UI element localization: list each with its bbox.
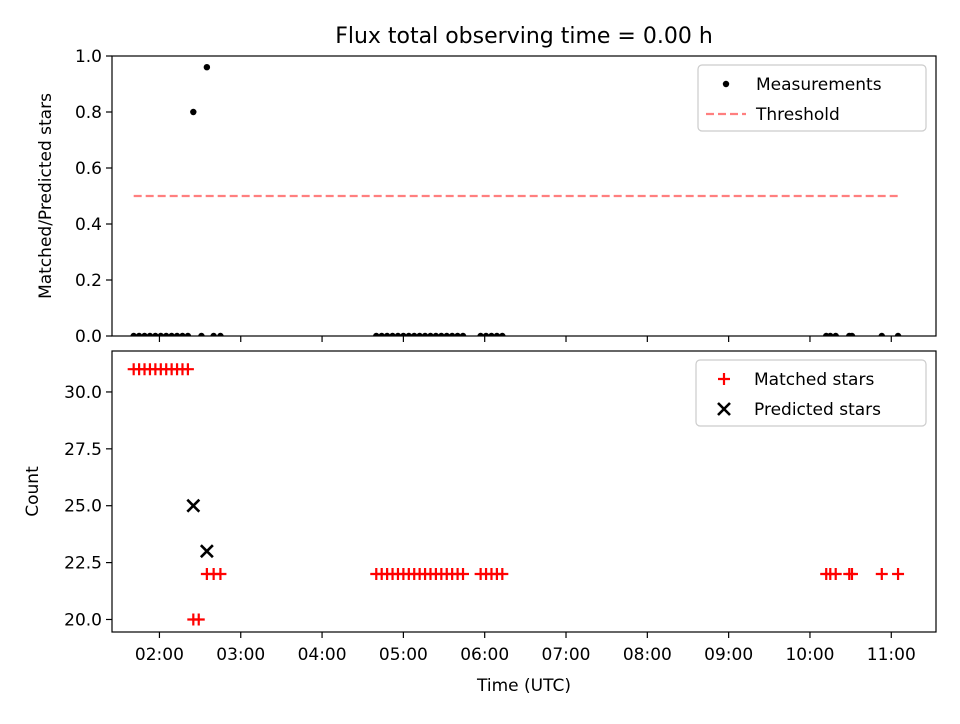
matched-star-marker	[829, 567, 842, 580]
data-layer	[130, 63, 902, 336]
measurement-point	[432, 332, 440, 336]
y-tick-label: 0.4	[75, 215, 102, 235]
x-tick-label: 10:00	[785, 645, 834, 665]
measurement-point	[454, 332, 461, 336]
measurement-point	[217, 332, 224, 336]
x-tick-label: 03:00	[216, 645, 265, 665]
matched-star-marker	[496, 567, 509, 580]
x-tick-label: 07:00	[542, 645, 591, 665]
y-tick-label: 25.0	[64, 497, 102, 517]
matched-star-marker	[892, 567, 905, 580]
y-tick-label: 0.8	[75, 103, 102, 123]
measurement-point	[482, 332, 490, 336]
measurement-point	[179, 332, 186, 336]
measurement-point	[373, 332, 380, 336]
x-tick-label: 11:00	[867, 645, 916, 665]
measurement-point	[416, 332, 423, 336]
chart-title: Flux total observing time = 0.00 h	[335, 24, 713, 49]
measurement-point	[448, 332, 456, 336]
legend-label: Matched stars	[754, 370, 874, 390]
measurement-point	[190, 108, 197, 116]
legend-measurement-swatch	[722, 80, 730, 88]
measurement-point	[848, 332, 856, 336]
measurement-point	[203, 63, 211, 71]
x-tick-label: 06:00	[460, 645, 509, 665]
x-axis-label: Time (UTC)	[476, 676, 571, 696]
measurement-point	[383, 332, 391, 336]
measurement-point	[173, 332, 181, 336]
y-tick-label: 22.5	[64, 554, 102, 574]
measurement-point	[894, 332, 902, 336]
top-panel: 0.0 0.2 0.4 0.6 0.8 1.0 Matched/Predicted star…	[36, 47, 937, 347]
y-tick-label: 30.0	[64, 383, 102, 403]
measurement-point	[832, 332, 839, 336]
measurement-point	[184, 332, 192, 336]
measurement-point	[394, 332, 402, 336]
measurement-point	[135, 332, 143, 336]
x-tick-label: 08:00	[623, 645, 672, 665]
y-tick-label: 0.0	[75, 327, 102, 347]
y-tick-label: 1.0	[75, 47, 102, 67]
y-tick-label: 0.2	[75, 271, 102, 291]
matched-star-marker	[192, 613, 205, 626]
legend-matched-swatch	[718, 373, 730, 385]
measurement-point	[443, 332, 450, 336]
measurement-point	[427, 332, 434, 336]
measurement-point	[157, 332, 164, 336]
matched-star-marker	[457, 567, 470, 580]
x-tick-label: 04:00	[298, 645, 347, 665]
measurement-point	[378, 332, 385, 336]
legend-label: Predicted stars	[754, 400, 881, 420]
x-tick-label: 05:00	[379, 645, 428, 665]
measurement-point	[493, 332, 501, 336]
predicted-star-marker	[199, 544, 214, 559]
legend-label: Measurements	[756, 75, 882, 95]
measurement-point	[163, 332, 170, 336]
measurement-point	[146, 332, 154, 336]
measurement-point	[400, 332, 407, 336]
measurement-point	[168, 332, 175, 336]
measurement-point	[488, 332, 495, 336]
measurement-point	[878, 332, 885, 336]
measurement-point	[438, 332, 445, 336]
legend-label: Threshold	[755, 105, 840, 125]
data-layer	[127, 363, 905, 626]
y-axis-label: Count	[23, 466, 43, 517]
measurement-point	[389, 332, 396, 336]
matched-star-marker	[845, 567, 858, 580]
measurement-point	[141, 332, 148, 336]
measurement-point	[459, 332, 467, 336]
matched-star-marker	[181, 363, 194, 376]
matched-star-marker	[875, 567, 888, 580]
predicted-star-marker	[186, 498, 201, 513]
legend-box	[697, 64, 927, 132]
measurement-point	[152, 332, 159, 336]
y-tick-label: 20.0	[64, 610, 102, 630]
y-tick-label: 27.5	[64, 440, 102, 460]
y-axis-label: Matched/Predicted stars	[36, 93, 56, 299]
y-tick-label: 0.6	[75, 159, 102, 179]
measurement-point	[130, 332, 137, 336]
legend-predicted-swatch	[717, 402, 731, 416]
measurement-point	[827, 332, 834, 336]
measurement-point	[198, 332, 205, 336]
measurement-point	[411, 332, 418, 336]
measurement-point	[477, 332, 484, 336]
measurement-point	[210, 332, 217, 336]
x-tick-label: 09:00	[704, 645, 753, 665]
x-tick-label: 02:00	[135, 645, 184, 665]
measurement-point	[405, 332, 413, 336]
bottom-panel: 20.0 22.5 25.0 27.5 30.0 02:00 03:00 04:00 05:00…	[23, 350, 937, 696]
measurement-point	[499, 332, 506, 336]
legend-box	[695, 359, 927, 427]
measurement-point	[421, 332, 429, 336]
matched-star-marker	[214, 567, 227, 580]
